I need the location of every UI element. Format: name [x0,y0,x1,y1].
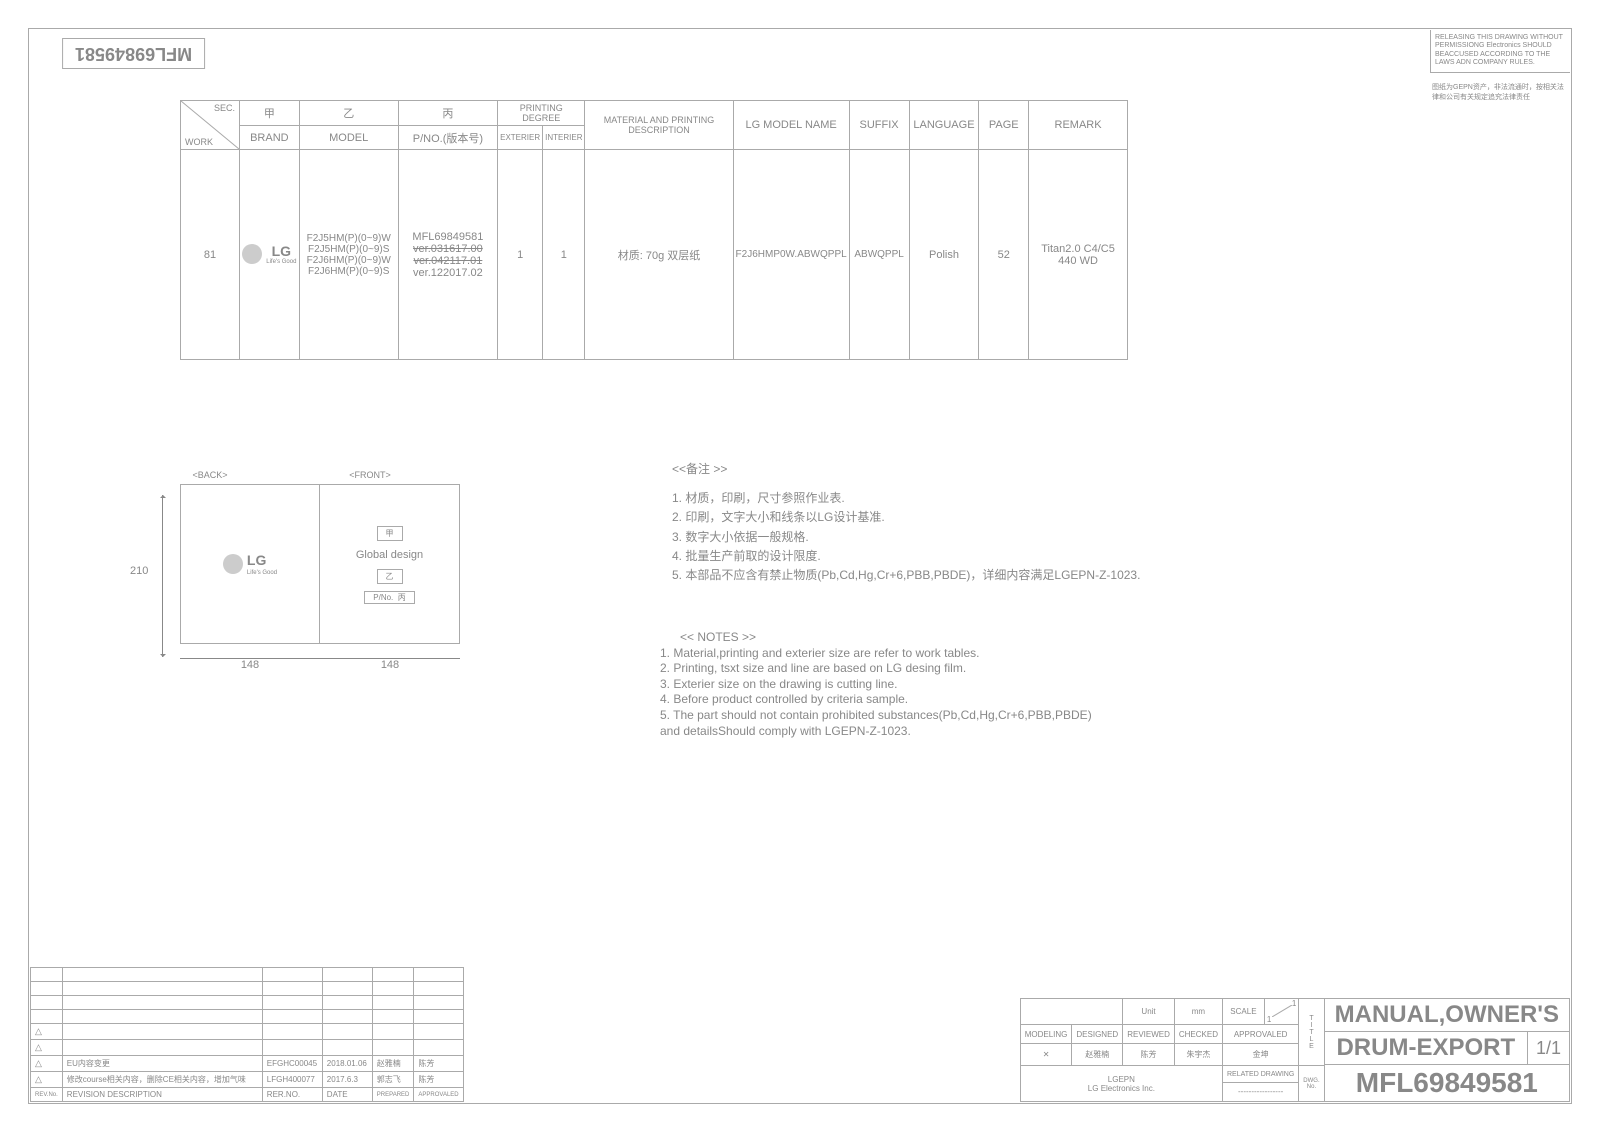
th-pno: P/NO.(版本号) [398,126,497,150]
cell-pno: MFL69849581 ver.031617.00 ver.042117.01 … [398,150,497,360]
cell-language: Polish [909,150,979,360]
back-panel: LGLife's Good [180,484,320,644]
cell-suffix: ABWQPPL [849,150,909,360]
cell-work: 81 [181,150,240,360]
note-cn-1: 1. 材质，印刷，尺寸参照作业表. [672,489,1140,508]
document-id-rotated: MFL69849581 [62,38,205,69]
note-en-1: 1. Material,printing and exterier size a… [660,646,1092,662]
th-exterier: EXTERIER [498,126,543,150]
dim-148-left: 148 [180,658,320,671]
lg-logo-icon [242,244,262,264]
cell-model: F2J5HM(P)(0~9)W F2J5HM(P)(0~9)S F2J6HM(P… [299,150,398,360]
notes-en-title: << NOTES >> [680,630,1092,646]
th-interier: INTERIER [543,126,585,150]
th-brand-cn: 甲 [240,101,300,126]
notes-en: << NOTES >> 1. Material,printing and ext… [660,630,1092,739]
th-language: LANGUAGE [909,101,979,150]
title-vertical: TITLE [1299,999,1324,1066]
cell-material: 材质: 70g 双层纸 [585,150,733,360]
approval-table: Unit mm SCALE 11 TITLE MODELING DESIGNED… [1020,998,1325,1102]
note-cn-2: 2. 印刷，文字大小和线条以LG设计基准. [672,508,1140,527]
cell-page: 52 [979,150,1029,360]
note-cn-5: 5. 本部品不应含有禁止物质(Pb,Cd,Hg,Cr+6,PBB,PBDE)，详… [672,566,1140,585]
th-lgmodel: LG MODEL NAME [733,101,849,150]
notes-cn-title: <<备注 >> [672,460,1140,479]
front-label: <FRONT> [290,470,450,480]
note-en-4: 4. Before product controlled by criteria… [660,692,1092,708]
title-right: MANUAL,OWNER'S DRUM-EXPORT1/1 MFL6984958… [1325,998,1570,1102]
manual-title: MANUAL,OWNER'S [1325,999,1569,1032]
rev-row-1: △EU内容变更EFGHC000452018.01.06赵雅楠陈芳 [31,1056,464,1072]
spec-table: SEC. WORK 甲 乙 丙 PRINTING DEGREE MATERIAL… [180,100,1128,360]
th-page: PAGE [979,101,1029,150]
th-printing: PRINTING DEGREE [498,101,585,126]
rev-row-2: △修改course相关内容，删除CE相关内容，增加气味LFGH400077201… [31,1072,464,1088]
th-suffix: SUFFIX [849,101,909,150]
panel-diagram: <BACK> <FRONT> LGLife's Good 甲 Global de… [130,470,510,671]
revision-table: △ △ △EU内容变更EFGHC000452018.01.06赵雅楠陈芳 △修改… [30,967,464,1102]
th-model: MODEL [299,126,398,150]
cell-remark: Titan2.0 C4/C5 440 WD [1029,150,1128,360]
note-en-5: 5. The part should not contain prohibite… [660,708,1092,724]
rev-footer: REV.No.REVISION DESCRIPTIONRER.NO.DATEPR… [31,1088,464,1102]
th-model-cn: 乙 [299,101,398,126]
lg-logo-icon [223,554,243,574]
cell-brand: LGLife's Good [240,150,300,360]
release-notice-cn: 图纸为GEPN资产，非法流通时，按相关法律和公司有关规定追究法律责任 [1430,80,1570,104]
page-count: 1/1 [1528,1036,1569,1061]
box-2: 乙 [377,569,403,584]
cell-ext: 1 [498,150,543,360]
note-cn-4: 4. 批量生产前取的设计限度. [672,547,1140,566]
dim-210: 210 [130,565,148,577]
modeling-cell: ✕ [1020,1044,1072,1066]
note-en-2: 2. Printing, tsxt size and line are base… [660,661,1092,677]
th-material: MATERIAL AND PRINTING DESCRIPTION [585,101,733,150]
work-label: WORK [185,137,213,147]
note-en-5b: and detailsShould comply with LGEPN-Z-10… [660,724,1092,740]
cell-int: 1 [543,150,585,360]
sec-label: SEC. [214,103,235,113]
cell-lgmodel: F2J6HMP0W.ABWQPPL [733,150,849,360]
drawing-number: MFL69849581 [1325,1065,1569,1101]
dim-arrow-v [162,495,163,657]
box-1: 甲 [377,526,403,541]
back-label: <BACK> [130,470,290,480]
th-pno-cn: 丙 [398,101,497,126]
th-remark: REMARK [1029,101,1128,150]
pno-box: P/No. 丙 [364,591,414,604]
note-cn-3: 3. 数字大小依据一般规格. [672,528,1140,547]
notes-cn: <<备注 >> 1. 材质，印刷，尺寸参照作业表. 2. 印刷，文字大小和线条以… [672,460,1140,585]
th-brand: BRAND [240,126,300,150]
release-notice: RELEASING THIS DRAWING WITHOUT PERMISSIO… [1430,30,1570,73]
subtitle: DRUM-EXPORT [1325,1032,1528,1064]
front-panel: 甲 Global design 乙 P/No. 丙 [320,484,460,644]
dim-148-right: 148 [320,658,460,671]
title-block: Unit mm SCALE 11 TITLE MODELING DESIGNED… [1020,998,1570,1102]
note-en-3: 3. Exterier size on the drawing is cutti… [660,677,1092,693]
global-design-label: Global design [356,549,423,561]
